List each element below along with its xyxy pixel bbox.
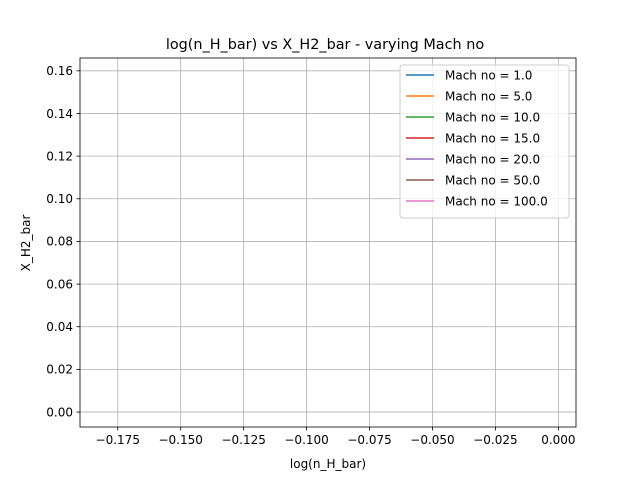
- y-tick-label: 0.12: [46, 149, 73, 163]
- x-tick-label: 0.000: [541, 433, 575, 447]
- legend-label: Mach no = 20.0: [445, 153, 540, 167]
- y-tick-label: 0.08: [46, 235, 73, 249]
- y-tick-label: 0.00: [46, 405, 73, 419]
- legend-label: Mach no = 5.0: [445, 90, 532, 104]
- y-axis-label: X_H2_bar: [19, 215, 33, 272]
- y-tick-label: 0.16: [46, 64, 73, 78]
- legend-label: Mach no = 1.0: [445, 69, 532, 83]
- x-tick-label: −0.100: [284, 433, 328, 447]
- legend: Mach no = 1.0 Mach no = 5.0 Mach no = 10.0…: [399, 64, 570, 219]
- legend-label: Mach no = 10.0: [445, 111, 540, 125]
- x-axis-ticks: −0.175 −0.150 −0.125 −0.100 −0.075 −0.050 −0.0…: [96, 427, 576, 447]
- x-axis-label: log(n_H_bar): [290, 457, 366, 471]
- legend-label: Mach no = 15.0: [445, 132, 540, 146]
- x-tick-label: −0.025: [473, 433, 517, 447]
- y-tick-label: 0.02: [46, 363, 73, 377]
- plot-frame: [79, 57, 577, 428]
- y-tick-label: 0.06: [46, 277, 73, 291]
- chart-title: log(n_H_bar) vs X_H2_bar - varying Mach …: [166, 37, 485, 53]
- x-tick-label: −0.050: [410, 433, 454, 447]
- x-tick-label: −0.125: [221, 433, 265, 447]
- x-tick-label: −0.150: [158, 433, 202, 447]
- y-tick-label: 0.04: [46, 320, 73, 334]
- legend-label: Mach no = 100.0: [445, 195, 548, 209]
- y-tick-label: 0.14: [46, 107, 73, 121]
- y-tick-label: 0.10: [46, 192, 73, 206]
- y-axis-ticks: 0.00 0.02 0.04 0.06 0.08 0.10 0.12 0.14 0.16: [46, 64, 80, 419]
- x-tick-label: −0.075: [347, 433, 391, 447]
- legend-label: Mach no = 50.0: [445, 174, 540, 188]
- legend-box: [399, 64, 570, 219]
- x-tick-label: −0.175: [96, 433, 140, 447]
